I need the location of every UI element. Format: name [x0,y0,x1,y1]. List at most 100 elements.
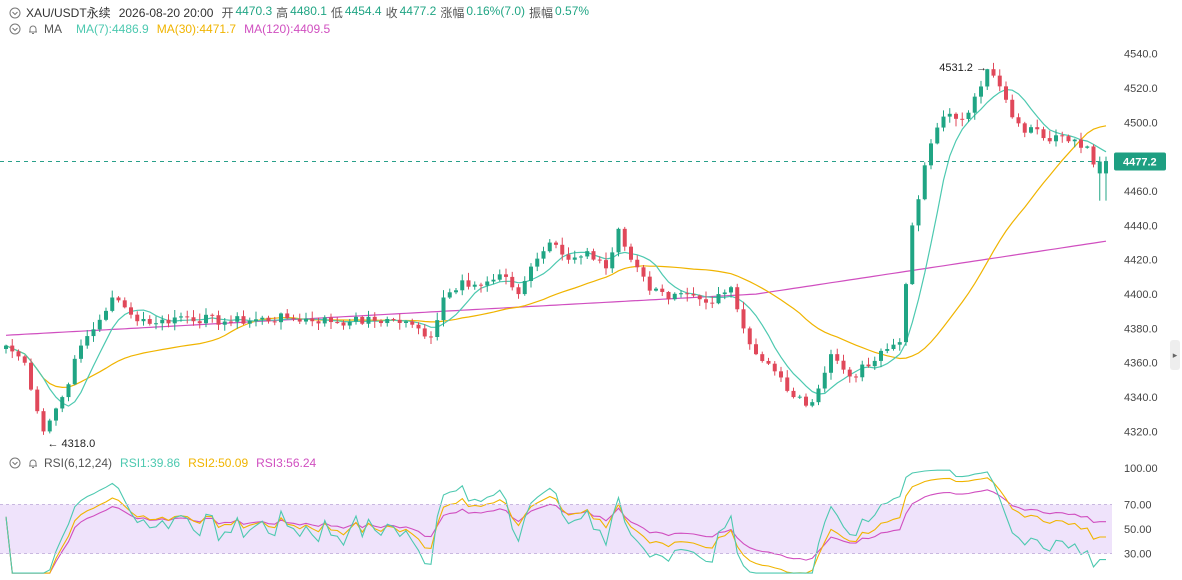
candle-body [566,254,571,260]
candle-body [610,252,615,269]
candles[interactable] [4,62,1108,435]
candle-body [479,284,483,286]
candle-body [722,292,727,295]
candle-body [704,299,708,303]
chevron-down-icon[interactable] [8,22,22,36]
candle-body [535,258,540,267]
candle-body [810,402,815,406]
candle-body [866,364,871,367]
candle-body [472,284,477,287]
candle-body [916,199,921,226]
candle-body [422,328,427,337]
candle-body [672,293,677,300]
candle-body [966,112,971,119]
candle-body [260,317,265,320]
candle-body [110,297,115,311]
rsi-title: RSI(6,12,24) [44,456,113,470]
candle-body [847,369,852,377]
candle-body [666,291,671,300]
open-label: 开 [221,6,234,20]
candle-body [491,279,496,282]
candle-body [504,274,508,277]
bell-icon[interactable] [26,22,40,36]
candle-body [335,322,340,324]
candle-body [304,318,308,322]
candle-body [272,321,277,323]
rsi-tick-label: 30.00 [1124,549,1152,561]
candle-body [279,313,283,323]
low-value: 4454.4 [344,4,382,18]
ma120-value: MA(120):4409.5 [244,22,331,36]
candle-body [1104,161,1108,174]
price-tick-label: 4360.0 [1124,358,1158,370]
candle-body [1010,99,1015,118]
rsi-tick-label: 50.00 [1124,524,1152,536]
price-tick-label: 4400.0 [1124,289,1158,301]
candle-body [629,246,633,260]
candle-body [822,372,827,389]
candle-body [841,360,846,370]
candle-body [10,345,15,352]
bell-icon[interactable] [26,456,40,470]
candle-body [197,321,202,324]
close-value: 4477.2 [399,4,437,18]
candle-body [641,267,646,277]
candle-body [904,284,908,343]
candle-body [779,371,783,378]
rsi2-value: RSI2:50.09 [188,456,249,470]
candle-body [22,356,27,363]
candle-body [872,360,877,367]
rsi-axis: 100.00 70.00 50.00 30.00 [1124,463,1158,561]
candle-body [879,350,883,361]
candle-body [235,316,240,322]
candle-body [397,319,402,323]
current-price-label: 4477.2 [1123,157,1157,169]
candle-body [29,362,33,390]
candle-body [329,317,333,323]
candle-body [1035,127,1040,130]
candle-body [747,328,752,345]
high-label: 高 [276,6,289,20]
candle-body [1085,146,1090,148]
chart-overlays: 4477.2 4531.2 → ← 4318.0 [0,62,1166,555]
rsi-legend: RSI(6,12,24) RSI1:39.86 RSI2:50.09 RSI3:… [8,456,316,470]
ma7-value: MA(7):4486.9 [76,22,149,36]
candle-body [179,316,183,318]
candle-body [685,293,690,295]
candle-body [247,321,252,324]
candle-body [922,165,927,200]
price-tick-label: 4420.0 [1124,255,1158,267]
candle-body [460,280,465,291]
candle-body [210,314,215,316]
candle-body [804,396,808,406]
candle-body [960,118,965,120]
chevron-right-icon[interactable]: ▸ [1170,340,1180,370]
candle-body [454,290,458,293]
ma120-line [5,240,1107,336]
candle-body [429,336,433,338]
candle-body [241,316,246,324]
candle-body [122,300,127,308]
candle-body [1097,161,1102,174]
chevron-down-icon[interactable] [8,6,22,20]
candle-body [497,274,502,280]
candle-body [985,69,990,87]
candle-body [947,113,952,117]
candle-body [310,318,315,322]
candle-body [60,397,65,409]
candle-body [791,390,796,398]
chevron-down-icon[interactable] [8,456,22,470]
candle-body [597,259,602,261]
candle-body [447,292,452,298]
candle-body [554,242,558,245]
candle-body [135,314,140,322]
candle-body [291,318,296,320]
candle-body [1054,135,1058,142]
candle-body [116,297,121,301]
rsi3-value: RSI3:56.24 [256,456,317,470]
candle-body [191,317,196,322]
rsi1-path [5,469,1106,574]
candle-body [1066,136,1071,142]
current-price-tag [1114,152,1166,171]
candle-body [4,345,8,350]
